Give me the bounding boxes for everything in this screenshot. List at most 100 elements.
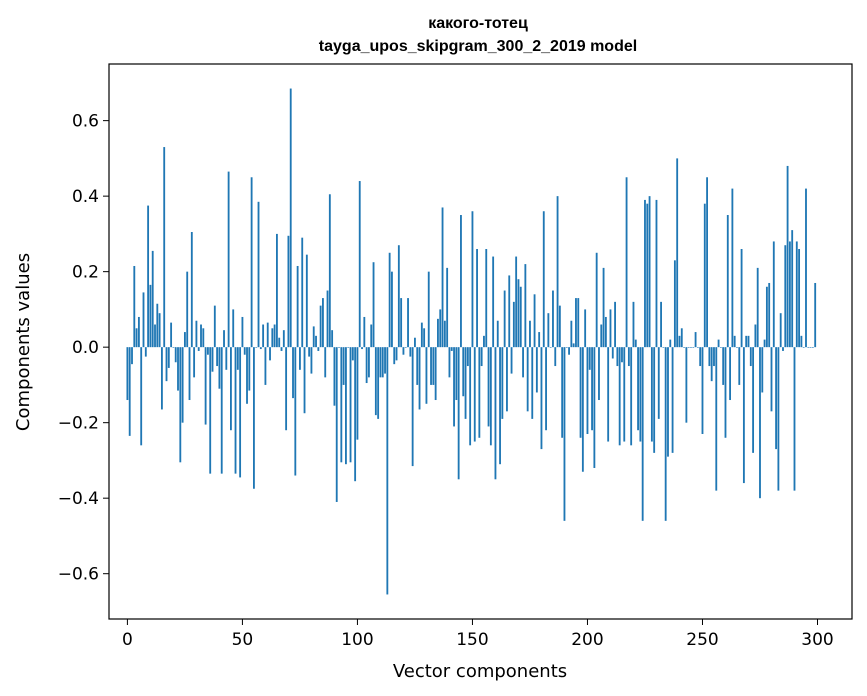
bar-149 (469, 347, 472, 446)
bar-3 (133, 265, 136, 348)
bar-31 (197, 347, 200, 351)
bar-156 (485, 249, 488, 348)
bar-163 (501, 347, 504, 419)
bar-204 (595, 252, 598, 348)
bar-24 (181, 347, 184, 423)
bar-93 (340, 347, 343, 463)
bar-255 (713, 347, 715, 367)
bar-280 (770, 347, 773, 412)
bar-10 (149, 284, 152, 348)
bar-95 (345, 347, 347, 465)
bar-124 (411, 347, 414, 467)
bar-26 (186, 271, 189, 348)
bar-157 (487, 347, 490, 427)
bar-244 (687, 347, 690, 348)
chart-title: какого-тотец (428, 15, 528, 32)
bar-83 (317, 347, 320, 351)
bar-28 (190, 232, 193, 348)
bar-278 (765, 286, 768, 348)
bar-117 (395, 347, 398, 361)
bar-201 (588, 347, 591, 370)
bar-148 (466, 347, 469, 367)
bar-128 (420, 322, 423, 348)
bar-140 (448, 347, 451, 378)
bar-81 (312, 326, 315, 348)
bar-203 (593, 347, 596, 468)
bar-99 (354, 347, 357, 482)
bar-127 (418, 347, 421, 410)
bar-91 (335, 347, 338, 502)
bar-17 (165, 347, 168, 382)
bar-240 (678, 335, 681, 348)
bar-89 (331, 330, 334, 348)
bar-73 (294, 347, 297, 476)
bar-36 (209, 347, 212, 474)
bar-160 (494, 347, 497, 480)
bar-37 (211, 347, 214, 372)
bar-242 (683, 347, 685, 348)
bar-60 (264, 347, 267, 385)
bar-78 (305, 254, 308, 348)
bar-134 (434, 347, 437, 401)
bar-199 (584, 309, 587, 348)
bar-164 (503, 290, 506, 348)
bar-226 (646, 203, 649, 348)
y-tick-label: −0.4 (58, 489, 99, 509)
x-tick-label: 300 (801, 630, 833, 650)
bar-268 (742, 347, 745, 484)
bar-232 (660, 301, 662, 348)
bar-108 (374, 347, 377, 416)
bar-225 (644, 199, 646, 348)
bar-112 (384, 347, 386, 374)
bar-97 (349, 347, 352, 463)
bar-257 (717, 339, 720, 348)
bar-47 (234, 347, 237, 474)
bar-241 (680, 328, 683, 348)
bar-209 (607, 347, 610, 442)
bar-54 (250, 177, 253, 348)
bar-74 (296, 265, 299, 348)
bar-51 (243, 347, 246, 355)
bar-206 (600, 324, 603, 348)
bar-70 (287, 235, 290, 348)
bar-181 (542, 211, 545, 348)
bar-68 (282, 330, 285, 348)
x-tick-label: 150 (456, 630, 488, 650)
bar-236 (669, 339, 672, 348)
bar-177 (533, 294, 536, 348)
bar-120 (402, 347, 405, 355)
bar-132 (430, 347, 432, 385)
bar-271 (749, 347, 752, 367)
bar-296 (807, 347, 810, 348)
bar-151 (473, 347, 476, 442)
bar-297 (809, 347, 812, 348)
bar-233 (662, 347, 665, 348)
bar-110 (379, 347, 382, 378)
bar-145 (460, 215, 462, 348)
bar-214 (618, 347, 621, 446)
bar-42 (223, 330, 225, 348)
bar-261 (726, 215, 729, 348)
bar-176 (531, 347, 534, 419)
bar-94 (342, 347, 345, 385)
bar-220 (632, 301, 635, 348)
bar-62 (269, 347, 271, 361)
bar-69 (285, 347, 288, 431)
bar-7 (142, 292, 145, 348)
bar-6 (140, 347, 143, 446)
bar-0 (126, 347, 129, 401)
bar-190 (563, 347, 566, 521)
bar-275 (759, 347, 761, 499)
bar-116 (393, 347, 396, 365)
bar-258 (719, 347, 722, 348)
bar-109 (377, 347, 380, 419)
bar-170 (517, 279, 520, 348)
bar-5 (137, 316, 140, 348)
bar-56 (255, 347, 258, 348)
bar-250 (701, 347, 704, 434)
bar-208 (604, 316, 607, 348)
bar-143 (455, 347, 458, 401)
bar-165 (506, 347, 508, 412)
y-tick-label: 0.2 (72, 263, 99, 283)
bar-86 (324, 347, 327, 378)
